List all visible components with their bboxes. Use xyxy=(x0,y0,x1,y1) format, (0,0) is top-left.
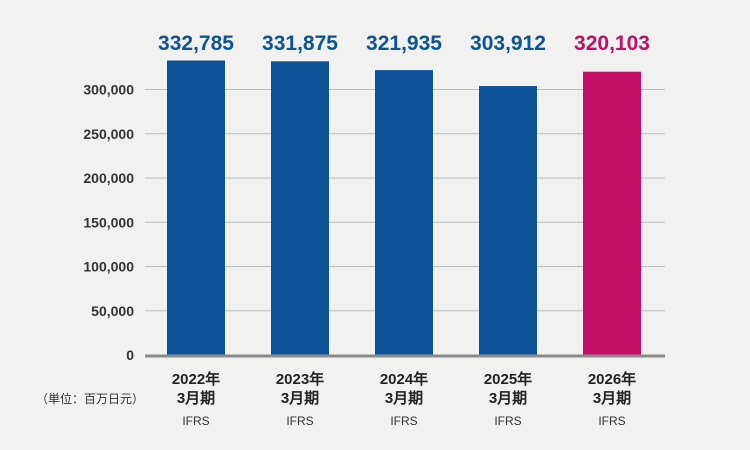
y-tick-label: 100,000 xyxy=(83,259,134,275)
x-tick-label-year: 2023年 xyxy=(276,370,324,388)
value-label: 331,875 xyxy=(262,32,338,55)
y-tick-label: 200,000 xyxy=(83,170,134,186)
labels: 0 50,000 100,000 150,000 200,000 250,000 300,0… xyxy=(83,32,650,428)
x-tick-label-standard: IFRS xyxy=(390,414,417,428)
bar xyxy=(375,70,433,355)
bar xyxy=(271,61,329,356)
value-label: 320,103 xyxy=(574,32,650,55)
x-tick-label-standard: IFRS xyxy=(598,414,625,428)
bars xyxy=(167,60,641,356)
x-tick-label-year: 2022年 xyxy=(172,370,220,388)
x-tick-label-period: 3月期 xyxy=(385,389,423,407)
x-tick-label-period: 3月期 xyxy=(177,389,215,407)
unit-label: （単位：百万日元） xyxy=(36,391,144,406)
y-tick-label: 250,000 xyxy=(83,126,134,142)
x-tick-label-year: 2026年 xyxy=(588,370,636,388)
y-tick-label: 300,000 xyxy=(83,82,134,98)
value-label: 303,912 xyxy=(470,32,546,55)
x-tick-label-period: 3月期 xyxy=(489,389,527,407)
x-tick-label-year: 2025年 xyxy=(484,370,532,388)
x-tick-label-standard: IFRS xyxy=(494,414,521,428)
bar xyxy=(167,60,225,355)
value-label: 321,935 xyxy=(366,32,442,55)
bar xyxy=(479,86,537,356)
y-tick-label: 0 xyxy=(126,347,134,363)
x-tick-label-year: 2024年 xyxy=(380,370,428,388)
x-tick-label-period: 3月期 xyxy=(593,389,631,407)
x-tick-label-standard: IFRS xyxy=(182,414,209,428)
bar xyxy=(583,71,641,355)
x-tick-label-period: 3月期 xyxy=(281,389,319,407)
y-tick-label: 150,000 xyxy=(83,214,134,230)
x-tick-label-standard: IFRS xyxy=(286,414,313,428)
value-label: 332,785 xyxy=(158,32,234,55)
y-tick-label: 50,000 xyxy=(91,303,134,319)
